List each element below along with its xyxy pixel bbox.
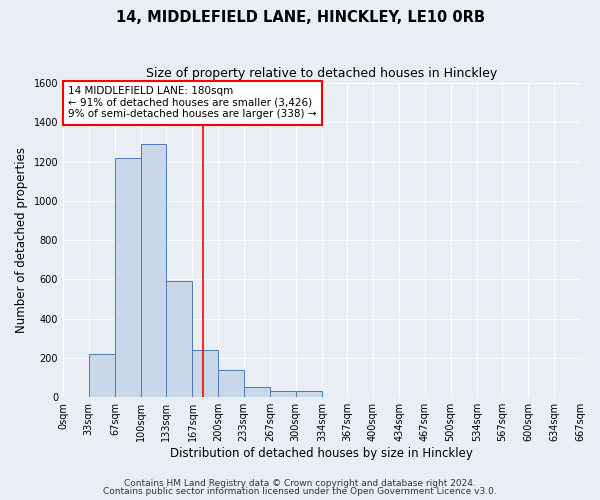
Bar xyxy=(89,354,115,397)
Text: Contains public sector information licensed under the Open Government Licence v3: Contains public sector information licen… xyxy=(103,487,497,496)
Bar xyxy=(193,350,218,397)
Bar xyxy=(296,392,322,397)
Bar xyxy=(244,388,270,397)
Bar xyxy=(166,282,193,397)
Bar xyxy=(270,392,296,397)
Text: Contains HM Land Registry data © Crown copyright and database right 2024.: Contains HM Land Registry data © Crown c… xyxy=(124,478,476,488)
X-axis label: Distribution of detached houses by size in Hinckley: Distribution of detached houses by size … xyxy=(170,447,473,460)
Text: 14, MIDDLEFIELD LANE, HINCKLEY, LE10 0RB: 14, MIDDLEFIELD LANE, HINCKLEY, LE10 0RB xyxy=(115,10,485,25)
Bar xyxy=(115,158,140,397)
Y-axis label: Number of detached properties: Number of detached properties xyxy=(15,147,28,333)
Bar xyxy=(218,370,244,397)
Text: 14 MIDDLEFIELD LANE: 180sqm
← 91% of detached houses are smaller (3,426)
9% of s: 14 MIDDLEFIELD LANE: 180sqm ← 91% of det… xyxy=(68,86,317,120)
Title: Size of property relative to detached houses in Hinckley: Size of property relative to detached ho… xyxy=(146,68,497,80)
Bar xyxy=(140,144,166,397)
